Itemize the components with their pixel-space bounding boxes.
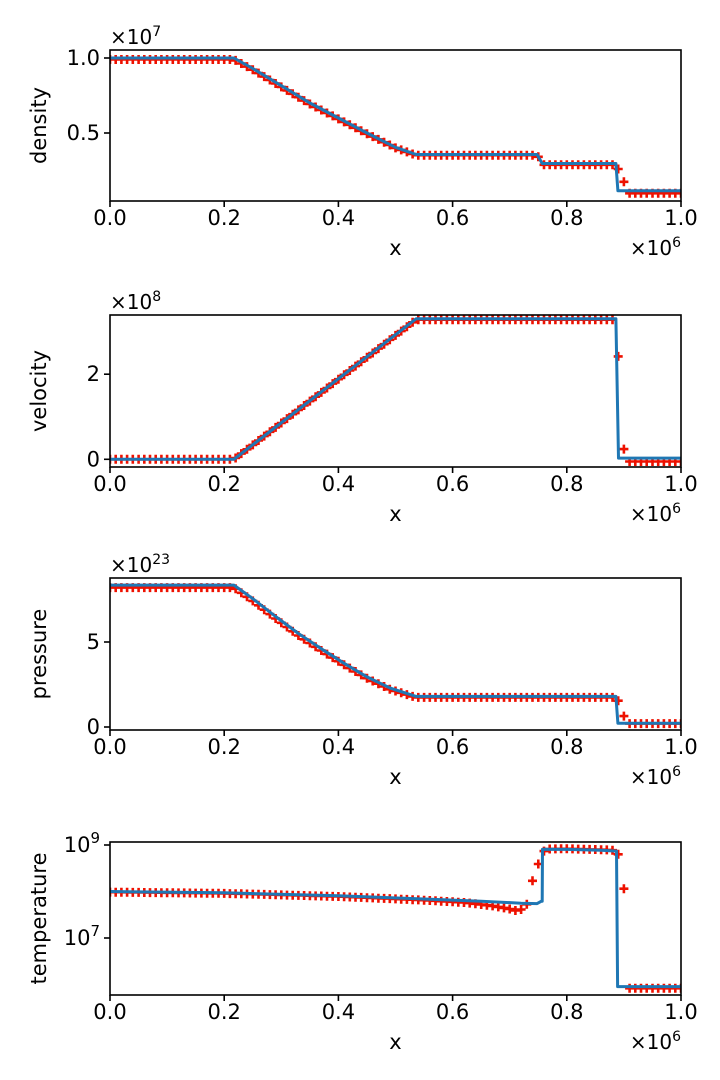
x-tick-label: 0.8 bbox=[550, 206, 583, 230]
exact-solution-line bbox=[110, 56, 681, 193]
x-tick-label: 0.8 bbox=[550, 1000, 583, 1024]
x-tick-label: 0.0 bbox=[93, 735, 126, 759]
x-tick-label: 0.8 bbox=[550, 472, 583, 496]
y-axis-label: pressure bbox=[27, 609, 51, 700]
x-tick-label: 0.8 bbox=[550, 735, 583, 759]
x-axis-label: x bbox=[389, 236, 401, 260]
exact-solution-line bbox=[110, 317, 681, 461]
axis-frame bbox=[109, 577, 682, 731]
y-offset-base: ×10 bbox=[110, 553, 152, 577]
simulation-markers bbox=[110, 55, 681, 198]
simulation-markers bbox=[110, 583, 681, 729]
x-offset-exponent: 6 bbox=[672, 235, 681, 251]
y-offset-label: ×107 bbox=[110, 24, 161, 49]
y-tick-label-base: 1.0 bbox=[67, 46, 100, 70]
y-tick-label-base: 10 bbox=[64, 926, 91, 950]
x-tick-label: 1.0 bbox=[664, 206, 697, 230]
y-tick-label-base: 0 bbox=[87, 447, 100, 471]
y-tick-label-base: 0 bbox=[87, 715, 100, 739]
x-offset-base: ×10 bbox=[630, 1030, 672, 1054]
x-offset-exponent: 6 bbox=[672, 1029, 681, 1045]
x-offset-label: ×106 bbox=[630, 235, 681, 260]
x-offset-base: ×10 bbox=[630, 502, 672, 526]
x-tick-label: 1.0 bbox=[664, 1000, 697, 1024]
x-tick-label: 1.0 bbox=[664, 735, 697, 759]
y-tick-label-base: 10 bbox=[64, 833, 91, 857]
axis-frame bbox=[109, 314, 682, 468]
y-axis-label: density bbox=[27, 87, 51, 164]
x-tick-label: 0.2 bbox=[207, 735, 240, 759]
y-tick-label: 109 bbox=[64, 829, 100, 857]
simulation-markers bbox=[110, 315, 681, 466]
exact-solution-line bbox=[110, 583, 681, 725]
y-offset-exponent: 8 bbox=[152, 289, 161, 305]
x-tick-label: 0.2 bbox=[207, 472, 240, 496]
y-tick-label: 0 bbox=[87, 715, 100, 739]
y-tick-label: 2 bbox=[87, 362, 100, 386]
y-tick-label-base: 0.5 bbox=[67, 121, 100, 145]
x-tick-label: 0.0 bbox=[93, 1000, 126, 1024]
x-tick-label: 0.2 bbox=[207, 206, 240, 230]
simulation-markers bbox=[110, 844, 681, 993]
x-axis-label: x bbox=[389, 765, 401, 789]
y-offset-base: ×10 bbox=[110, 290, 152, 314]
x-tick-label: 0.4 bbox=[322, 1000, 355, 1024]
x-tick-label: 0.0 bbox=[93, 206, 126, 230]
x-offset-base: ×10 bbox=[630, 765, 672, 789]
x-offset-base: ×10 bbox=[630, 236, 672, 260]
y-tick-label: 107 bbox=[64, 922, 100, 950]
x-tick-label: 0.6 bbox=[436, 472, 469, 496]
y-offset-label: ×108 bbox=[110, 289, 161, 314]
y-axis-label: velocity bbox=[27, 350, 51, 432]
x-tick-label: 0.4 bbox=[322, 735, 355, 759]
x-tick-label: 0.4 bbox=[322, 206, 355, 230]
x-tick-label: 0.4 bbox=[322, 472, 355, 496]
axis-frame bbox=[109, 49, 682, 202]
y-tick-label: 5 bbox=[87, 630, 100, 654]
x-offset-exponent: 6 bbox=[672, 764, 681, 780]
x-tick-label: 0.0 bbox=[93, 472, 126, 496]
y-tick-label: 1.0 bbox=[67, 46, 100, 70]
x-offset-exponent: 6 bbox=[672, 501, 681, 517]
y-axis-label: temperature bbox=[27, 853, 51, 985]
x-tick-label: 0.6 bbox=[436, 735, 469, 759]
y-offset-exponent: 23 bbox=[152, 552, 170, 568]
y-offset-base: ×10 bbox=[110, 25, 152, 49]
y-tick-label-base: 5 bbox=[87, 630, 100, 654]
x-offset-label: ×106 bbox=[630, 501, 681, 526]
y-tick-label-exponent: 9 bbox=[90, 829, 100, 847]
y-tick-label-base: 2 bbox=[87, 362, 100, 386]
y-offset-label: ×1023 bbox=[110, 552, 170, 577]
x-offset-label: ×106 bbox=[630, 1029, 681, 1054]
x-offset-label: ×106 bbox=[630, 764, 681, 789]
axis-frame bbox=[109, 841, 682, 996]
exact-solution-line bbox=[110, 847, 681, 989]
x-tick-label: 0.6 bbox=[436, 206, 469, 230]
x-axis-label: x bbox=[389, 1030, 401, 1054]
y-tick-label: 0 bbox=[87, 447, 100, 471]
y-tick-label-exponent: 7 bbox=[90, 922, 100, 940]
x-axis-label: x bbox=[389, 502, 401, 526]
y-tick-label: 0.5 bbox=[67, 121, 100, 145]
x-tick-label: 0.2 bbox=[207, 1000, 240, 1024]
x-tick-label: 1.0 bbox=[664, 472, 697, 496]
y-offset-exponent: 7 bbox=[152, 24, 161, 40]
x-tick-label: 0.6 bbox=[436, 1000, 469, 1024]
